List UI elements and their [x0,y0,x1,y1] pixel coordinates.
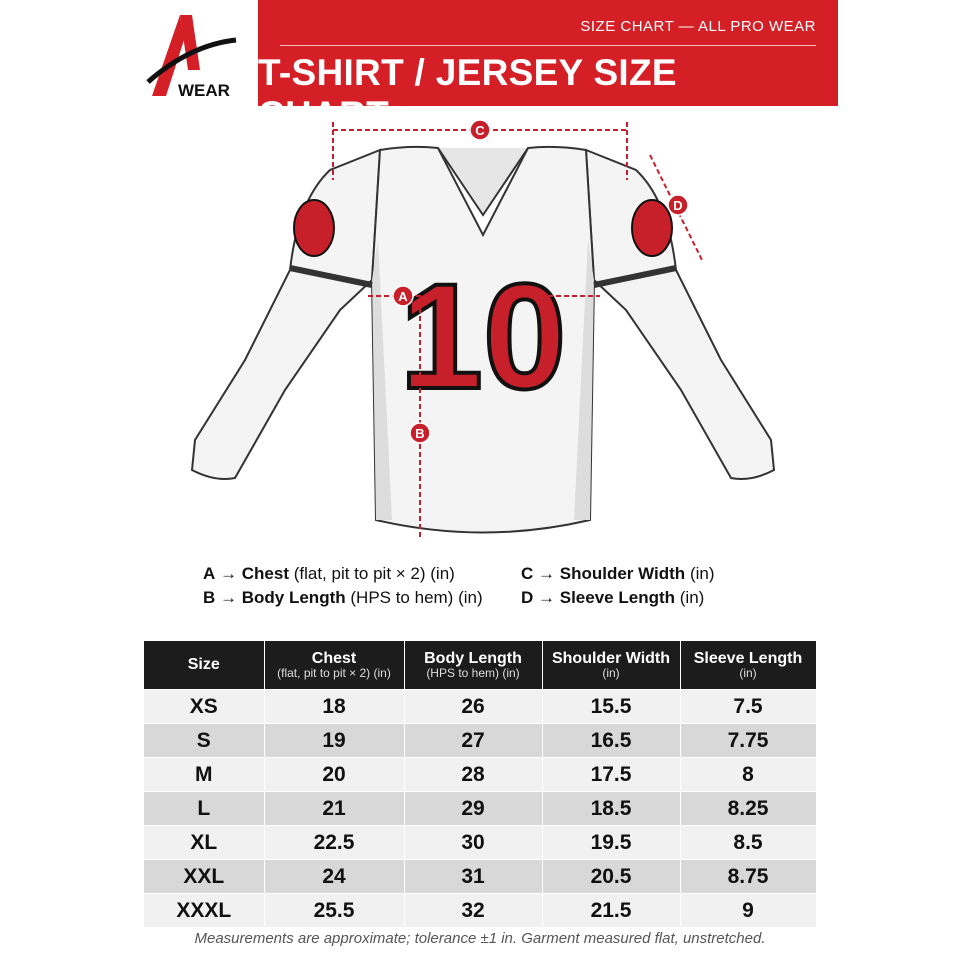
logo-text: WEAR [178,81,230,100]
table-row: XL 22.5 30 19.5 8.5 [144,825,817,860]
legend-name: Shoulder Width [559,564,686,583]
footnote: Measurements are approximate; tolerance … [194,930,766,947]
logo: WEAR [146,15,237,100]
legend-note: (in) [689,564,715,583]
table-cell: 15.5 [542,689,681,724]
table-cell: 8.5 [680,825,817,860]
legend-note: (in) [679,588,705,607]
table-cell: 21.5 [542,893,681,927]
table-cell: 18 [264,689,405,724]
legend-arrow: → [220,564,238,583]
column-header: Sleeve Length (in) [680,641,817,690]
legend-item: B → Body Length (HPS to hem) (in) [203,588,483,608]
column-header: Chest (flat, pit to pit × 2) (in) [264,641,405,690]
table-row: L 21 29 18.5 8.25 [144,791,817,826]
legend-arrow: → [538,588,556,607]
legend-note: (flat, pit to pit × 2) (in) [293,564,455,583]
jersey-number: 10 [400,252,567,420]
size-table: Size Chest (flat, pit to pit × 2) (in) Body… [144,641,817,927]
table-cell: 31 [404,859,543,894]
table-cell: 8 [680,757,817,792]
legend-arrow: → [220,588,238,607]
table-cell: 32 [404,893,543,927]
table-cell: 22.5 [264,825,405,860]
legend-item: D → Sleeve Length (in) [521,588,704,608]
legend-arrow: → [538,564,556,583]
table-cell: 26 [404,689,543,724]
header-banner: SIZE CHART — ALL PRO WEAR T-SHIRT / JERS… [258,0,838,135]
table-cell: 27 [404,723,543,758]
legend-name: Chest [241,564,289,583]
header-subtitle: SIZE CHART — ALL PRO WEAR [580,18,816,35]
table-cell: 28 [404,757,543,792]
marker-label: B [415,426,424,441]
table-row: S 19 27 16.5 7.75 [144,723,817,758]
table-cell: 18.5 [542,791,681,826]
table-cell: 21 [264,791,405,826]
table-cell: 19 [264,723,405,758]
table-cell: 20 [264,757,405,792]
table-row: XS 18 26 15.5 7.5 [144,689,817,724]
table-cell: 25.5 [264,893,405,927]
legend-item: C → Shoulder Width (in) [521,564,715,584]
table-cell: 8.25 [680,791,817,826]
table-row: XXXL 25.5 32 21.5 9 [144,893,817,927]
column-header: Size [144,641,265,690]
jersey-diagram: 10 A B C D [190,119,776,540]
column-title: Body Length [424,649,522,667]
table-cell: 7.5 [680,689,817,724]
size-cell: XS [144,689,265,724]
column-header: Body Length (HPS to hem) (in) [404,641,543,690]
legend-key: C [521,564,534,583]
header-rule [280,45,816,46]
column-title: Size [187,656,220,674]
marker-label: A [398,289,408,304]
column-subtitle: (flat, pit to pit × 2) (in) [277,666,391,681]
legend-item: A → Chest (flat, pit to pit × 2) (in) [203,564,455,584]
legend-key: D [521,588,534,607]
marker-label: C [475,123,485,138]
table-cell: 19.5 [542,825,681,860]
size-cell: XXXL [144,893,265,927]
marker-label: D [673,198,682,213]
legend-name: Body Length [241,588,346,607]
legend-note: (HPS to hem) (in) [350,588,483,607]
table-cell: 7.75 [680,723,817,758]
column-title: Chest [311,649,357,667]
size-cell: XL [144,825,265,860]
table-cell: 16.5 [542,723,681,758]
size-cell: XXL [144,859,265,894]
header-title: T-SHIRT / JERSEY SIZE CHART [258,52,677,135]
table-cell: 20.5 [542,859,681,894]
legend-key: B [203,588,216,607]
column-subtitle: (HPS to hem) (in) [426,666,520,681]
table-cell: 9 [680,893,817,927]
table-cell: 30 [404,825,543,860]
legend-name: Sleeve Length [559,588,676,607]
table-row: M 20 28 17.5 8 [144,757,817,792]
table-cell: 8.75 [680,859,817,894]
column-header: Shoulder Width (in) [542,641,681,690]
column-title: Shoulder Width [551,649,671,667]
table-row: XXL 24 31 20.5 8.75 [144,859,817,894]
size-cell: S [144,723,265,758]
table-cell: 24 [264,859,405,894]
size-cell: L [144,791,265,826]
table-cell: 29 [404,791,543,826]
column-subtitle: (in) [602,666,620,681]
table-cell: 17.5 [542,757,681,792]
size-cell: M [144,757,265,792]
column-subtitle: (in) [739,666,757,681]
legend-key: A [203,564,216,583]
column-title: Sleeve Length [693,649,803,667]
